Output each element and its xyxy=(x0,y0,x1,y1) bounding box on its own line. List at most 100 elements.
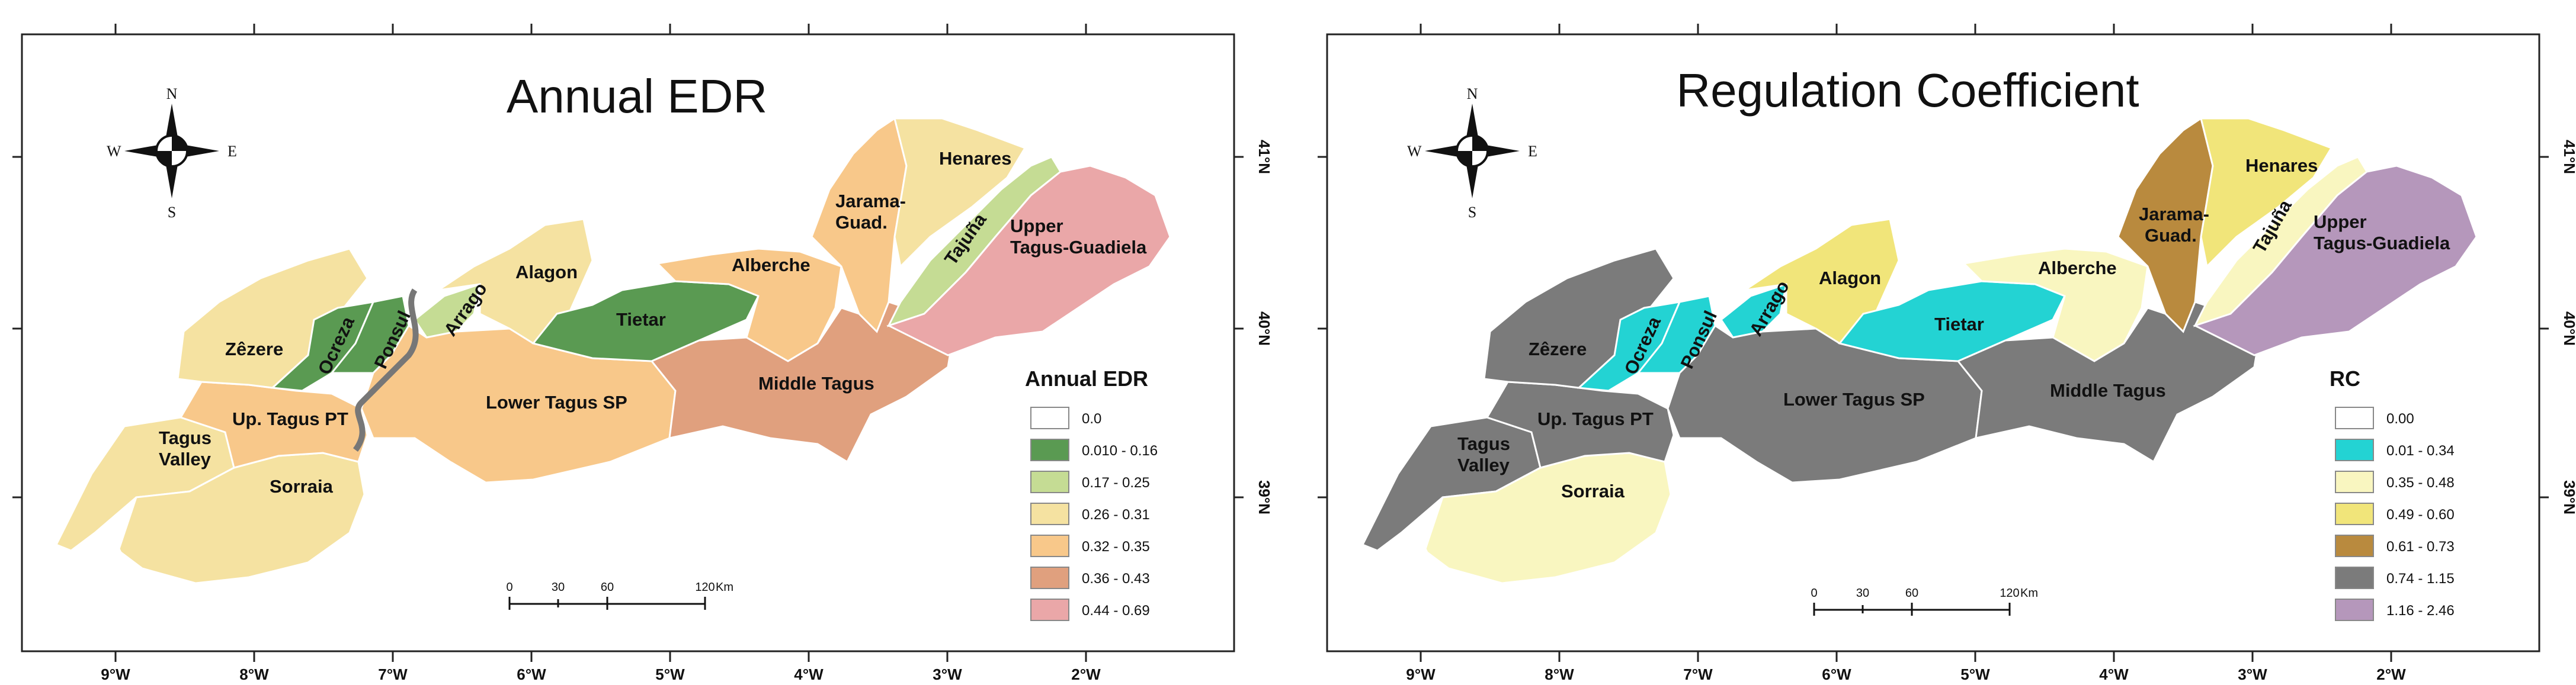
map-frame xyxy=(1326,33,2540,652)
lon-label: 4°W xyxy=(794,665,824,683)
compass-rose: N S E W xyxy=(107,85,237,221)
legend: Annual EDR 0.0 0.010 - 0.16 0.17 - 0.25 0.2… xyxy=(1025,366,1158,621)
label-valley-line-2: Valley xyxy=(159,449,212,469)
label-jarama-line-1: Jarama- xyxy=(2139,204,2209,224)
label-valley-line-2: Valley xyxy=(1457,455,1510,475)
compass-e: E xyxy=(228,143,237,160)
label-valley-line-1: Tagus xyxy=(1457,433,1510,454)
label-upper-line-1: Upper xyxy=(2314,211,2367,232)
label-alagon: Alagon xyxy=(1819,268,1881,288)
lat-label: 40°N xyxy=(2561,311,2576,346)
legend-swatch xyxy=(1030,599,1069,621)
label-tietar: Tietar xyxy=(616,309,666,330)
label-alberche: Alberche xyxy=(732,255,810,275)
scale-bar: 0 30 60 120 Km xyxy=(1811,587,2038,616)
legend-label: 0.61 - 0.73 xyxy=(2386,539,2455,555)
region-alagon xyxy=(438,218,594,345)
legend-swatch xyxy=(1030,407,1069,429)
legend-label: 0.0 xyxy=(1082,411,1101,427)
label-zezere: Zêzere xyxy=(225,339,283,359)
lon-label: 7°W xyxy=(378,665,408,683)
label-sorraia: Sorraia xyxy=(270,476,334,497)
compass-s: S xyxy=(168,204,176,221)
legend-title: Annual EDR xyxy=(1025,366,1148,391)
label-zezere: Zêzere xyxy=(1529,339,1587,359)
legend-label: 0.36 - 0.43 xyxy=(1082,571,1150,587)
lon-label: 4°W xyxy=(2099,665,2129,683)
lon-label: 3°W xyxy=(2238,665,2267,683)
label-valley: Tagus Valley xyxy=(159,427,212,469)
region-upper xyxy=(2193,165,2478,356)
legend-label: 0.010 - 0.16 xyxy=(1082,443,1158,459)
legend-swatch xyxy=(2335,567,2374,589)
legend-label: 0.32 - 0.35 xyxy=(1082,539,1150,555)
region-zezere xyxy=(1483,247,1675,389)
lon-label: 2°W xyxy=(2376,665,2406,683)
label-uptagus: Up. Tagus PT xyxy=(232,409,348,429)
compass-n: N xyxy=(1467,85,1478,102)
label-middle: Middle Tagus xyxy=(2050,380,2166,401)
label-alagon: Alagon xyxy=(515,262,578,282)
compass-s: S xyxy=(1468,204,1476,221)
lon-label: 8°W xyxy=(1545,665,1574,683)
label-jarama-line-1: Jarama- xyxy=(835,191,906,211)
label-middle: Middle Tagus xyxy=(758,373,874,394)
legend-label: 1.16 - 2.46 xyxy=(2386,603,2455,619)
legend-swatch xyxy=(1030,503,1069,525)
lon-label: 6°W xyxy=(1822,665,1851,683)
lon-label: 2°W xyxy=(1071,665,1101,683)
legend-label: 0.00 xyxy=(2386,411,2414,427)
compass-rose: N S E W xyxy=(1407,85,1537,221)
map-frame xyxy=(21,33,1235,652)
label-jarama: Jarama-Guad. xyxy=(2139,204,2209,246)
lon-label: 5°W xyxy=(655,665,685,683)
legend-swatch xyxy=(2335,471,2374,493)
legend-label: 0.17 - 0.25 xyxy=(1082,475,1150,491)
scale-unit: Km xyxy=(716,581,733,594)
legend-swatch xyxy=(2335,535,2374,557)
legend-swatch xyxy=(1030,439,1069,461)
lon-label: 9°W xyxy=(1406,665,1436,683)
legend-swatch xyxy=(1030,535,1069,557)
scale-0: 0 xyxy=(1811,587,1817,600)
legend-label: 0.26 - 0.31 xyxy=(1082,507,1150,523)
label-valley-line-1: Tagus xyxy=(159,427,212,448)
region-estuary xyxy=(1388,541,1435,602)
compass-w: W xyxy=(107,143,121,160)
compass-n: N xyxy=(166,85,178,102)
lon-label: 5°W xyxy=(1960,665,1990,683)
region-upper xyxy=(886,165,1171,356)
region-henares xyxy=(2200,117,2333,269)
scale-60: 60 xyxy=(601,581,614,594)
lon-label: 8°W xyxy=(239,665,269,683)
label-jarama-line-2: Guad. xyxy=(835,212,887,233)
scale-30: 30 xyxy=(552,581,565,594)
legend: RC 0.00 0.01 - 0.34 0.35 - 0.48 0.49 - 0.60… xyxy=(2330,366,2455,621)
label-jarama: Jarama-Guad. xyxy=(835,191,906,233)
compass-w: W xyxy=(1407,143,1422,160)
lat-ticks: 41°N 40°N 39°N xyxy=(1318,140,2576,514)
label-upper-line-2: Tagus-Guadiela xyxy=(2314,233,2450,253)
map-panel-annual-edr: Annual EDR Zêzere Ocreza Ponsul Arrago A… xyxy=(12,24,1273,683)
scale-0: 0 xyxy=(506,581,512,594)
legend-title: RC xyxy=(2330,366,2360,391)
label-upper: Upper Tagus-Guadiela xyxy=(2314,211,2450,253)
label-upper-line-2: Tagus-Guadiela xyxy=(1010,237,1147,258)
label-upper-line-1: Upper xyxy=(1010,216,1063,236)
legend-swatch xyxy=(2335,439,2374,461)
scale-unit: Km xyxy=(2020,587,2038,600)
lat-label: 41°N xyxy=(1255,140,1273,174)
map-regions xyxy=(1361,117,2478,602)
lat-label: 41°N xyxy=(2561,140,2576,174)
scale-60: 60 xyxy=(1905,587,1918,600)
lat-label: 39°N xyxy=(2561,480,2576,514)
lat-label: 39°N xyxy=(1255,480,1273,514)
lon-label: 9°W xyxy=(101,665,130,683)
label-valley: Tagus Valley xyxy=(1457,433,1510,475)
scale-120: 120 xyxy=(2000,587,2019,600)
region-alagon xyxy=(1744,218,1900,345)
lon-label: 3°W xyxy=(933,665,962,683)
label-tietar: Tietar xyxy=(1934,314,1984,335)
legend-swatch xyxy=(1030,567,1069,589)
label-lower: Lower Tagus SP xyxy=(486,392,627,413)
